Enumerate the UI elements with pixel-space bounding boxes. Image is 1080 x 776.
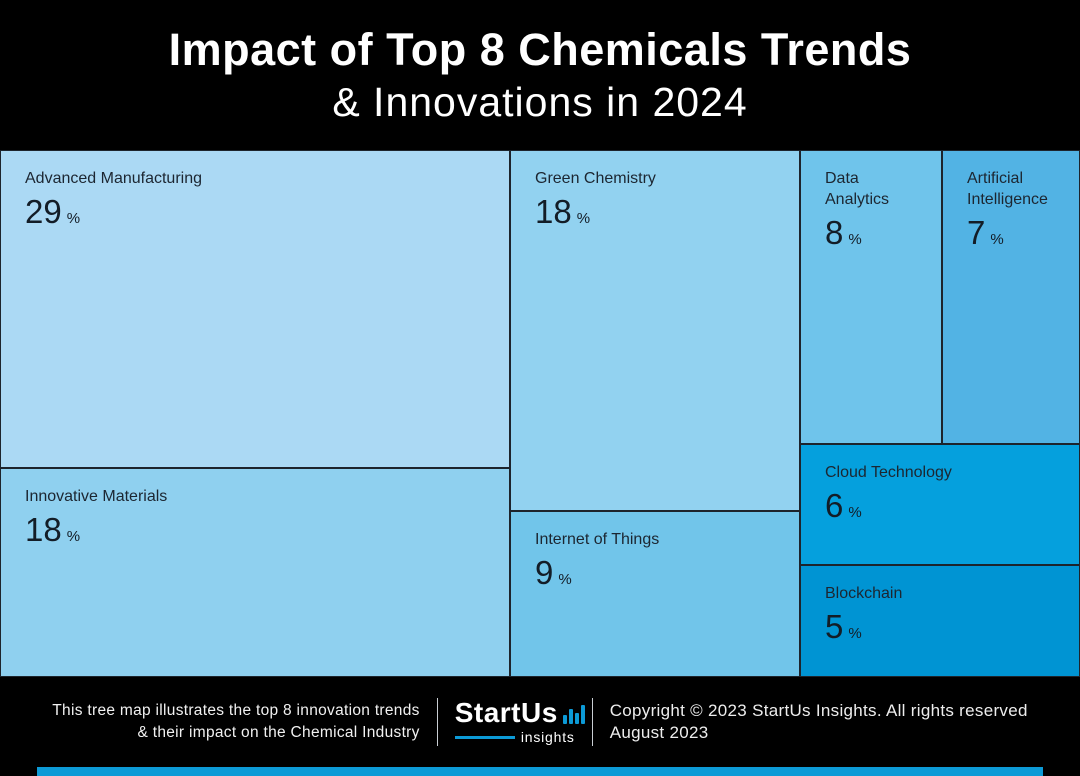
percent-sign: % — [848, 231, 862, 248]
cell-value-number: 18 — [535, 193, 572, 230]
cell-label: Advanced Manufacturing — [25, 170, 202, 187]
treemap-chart: Advanced Manufacturing 29% Innovative Ma… — [0, 150, 1080, 677]
page-title-line2: & Innovations in 2024 — [332, 79, 748, 126]
treemap-cell-data-analytics: Data Analytics 8% — [800, 150, 942, 444]
chart-caption-line2: & their impact on the Chemical Industry — [137, 724, 420, 741]
footer-divider-right — [591, 698, 593, 746]
treemap-cell-advanced-manufacturing: Advanced Manufacturing 29% — [0, 150, 510, 468]
cell-label: Innovative Materials — [25, 488, 168, 505]
cell-value: 8% — [825, 215, 917, 251]
cell-value: 9% — [535, 555, 775, 591]
footer-divider-left — [436, 698, 438, 746]
logo-sub-row: insights — [454, 729, 575, 745]
percent-sign: % — [66, 210, 81, 227]
cell-value-number: 5 — [825, 608, 844, 645]
percent-sign: % — [990, 231, 1004, 248]
copyright-line2: August 2023 — [609, 723, 709, 742]
chart-caption-line1: This tree map illustrates the top 8 inno… — [52, 702, 420, 719]
cell-value-number: 7 — [967, 214, 986, 251]
treemap-cell-artificial-intelligence: Artificial Intelligence 7% — [942, 150, 1080, 444]
percent-sign: % — [848, 625, 862, 642]
logo-brand-text: StartUs — [454, 697, 558, 728]
copyright-line1: Copyright © 2023 StartUs Insights. All r… — [609, 701, 1028, 720]
cell-value: 29% — [25, 194, 485, 230]
cell-value-number: 9 — [535, 554, 554, 591]
cell-value: 7% — [967, 215, 1055, 251]
percent-sign: % — [558, 571, 572, 588]
cell-label: Cloud Technology — [825, 464, 952, 481]
treemap-cell-internet-of-things: Internet of Things 9% — [510, 511, 800, 677]
copyright-text: Copyright © 2023 StartUs Insights. All r… — [610, 700, 1028, 744]
percent-sign: % — [66, 528, 81, 545]
treemap-cell-green-chemistry: Green Chemistry 18% — [510, 150, 800, 511]
startus-insights-logo: StartUs insights — [454, 697, 585, 745]
percent-sign: % — [848, 504, 862, 521]
cell-value: 18% — [535, 194, 775, 230]
cell-label: Artificial Intelligence — [967, 170, 1048, 208]
cell-value-number: 18 — [25, 511, 62, 548]
footer-accent-bar — [37, 767, 1043, 776]
chart-caption: This tree map illustrates the top 8 inno… — [52, 700, 419, 744]
cell-value: 6% — [825, 488, 1055, 524]
cell-value: 5% — [825, 609, 1055, 645]
footer: This tree map illustrates the top 8 inno… — [0, 677, 1080, 767]
page-title-line1: Impact of Top 8 Chemicals Trends — [168, 24, 912, 75]
cell-label: Blockchain — [825, 585, 903, 602]
treemap-cell-cloud-technology: Cloud Technology 6% — [800, 444, 1080, 565]
cell-value: 18% — [25, 512, 485, 548]
cell-value-number: 6 — [825, 487, 844, 524]
cell-value-number: 8 — [825, 214, 844, 251]
cell-label: Data Analytics — [825, 170, 890, 208]
percent-sign: % — [576, 210, 591, 227]
cell-label: Internet of Things — [535, 531, 660, 548]
logo-underline — [454, 735, 515, 739]
treemap-cell-blockchain: Blockchain 5% — [800, 565, 1080, 677]
logo-sub-text: insights — [520, 729, 575, 745]
cell-value-number: 29 — [25, 193, 62, 230]
cell-label: Green Chemistry — [535, 170, 656, 187]
treemap-cell-innovative-materials: Innovative Materials 18% — [0, 468, 510, 677]
header: Impact of Top 8 Chemicals Trends & Innov… — [0, 0, 1080, 150]
bar-chart-icon — [562, 705, 585, 724]
logo-wordmark-row: StartUs — [454, 697, 585, 728]
